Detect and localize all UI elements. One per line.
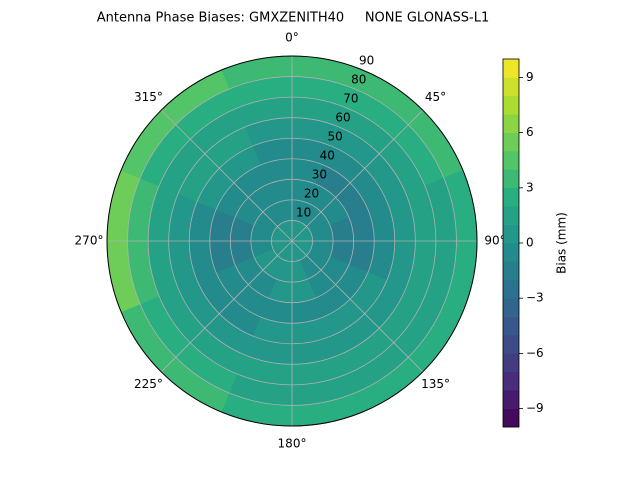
grid-spoke — [160, 240, 293, 373]
colorbar-tick-label: −3 — [526, 291, 544, 305]
colorbar-band — [503, 132, 519, 152]
r-tick-label: 50 — [328, 129, 343, 143]
colorbar-tick-label: 9 — [526, 70, 534, 84]
colorbar-tick-label: 6 — [526, 125, 534, 139]
colorbar-tick-label: 3 — [526, 180, 534, 194]
colorbar-band — [503, 151, 519, 170]
r-tick-label: 80 — [351, 72, 366, 86]
colorbar-label: Bias (mm) — [555, 212, 569, 274]
r-tick-label: 40 — [320, 148, 335, 162]
colorbar-band — [503, 408, 519, 428]
colorbar-band — [503, 243, 519, 262]
colorbar-band — [503, 77, 519, 97]
colorbar-band — [503, 187, 519, 207]
theta-tick-label: 315° — [134, 90, 163, 104]
colorbar-band — [503, 206, 519, 225]
r-tick-label: 30 — [312, 167, 327, 181]
theta-tick-label: 270° — [75, 234, 104, 248]
colorbar-band — [503, 316, 519, 336]
r-tick-label: 20 — [304, 186, 319, 200]
theta-tick-label: 225° — [134, 377, 163, 391]
theta-tick-label: 180° — [278, 437, 307, 451]
colorbar-band — [503, 95, 519, 115]
r-tick-label: 70 — [343, 91, 358, 105]
grid-spoke — [160, 109, 293, 242]
colorbar-band — [503, 279, 519, 299]
theta-tick-label: 135° — [421, 377, 450, 391]
colorbar-tick-label: 0 — [526, 236, 534, 250]
theta-tick-label: 0° — [285, 31, 299, 45]
polar-frame — [106, 55, 478, 427]
colorbar-band — [503, 371, 519, 391]
r-tick-label: 60 — [335, 110, 350, 124]
theta-tick-label: 90° — [484, 234, 505, 248]
colorbar-band — [503, 390, 519, 409]
grid-spoke — [291, 240, 424, 373]
r-tick-label: 10 — [296, 205, 311, 219]
colorbar-band — [503, 353, 519, 373]
colorbar-tick-label: −6 — [526, 346, 544, 360]
colorbar-band — [503, 224, 519, 244]
grid-spoke — [291, 109, 424, 242]
colorbar-band — [503, 261, 519, 281]
colorbar-tick-label: −9 — [526, 401, 544, 415]
theta-tick-label: 45° — [425, 90, 446, 104]
r-tick-label: 90 — [359, 53, 374, 67]
colorbar-band — [503, 59, 519, 78]
colorbar-band — [503, 169, 519, 189]
colorbar-band — [503, 114, 519, 133]
colorbar-band — [503, 298, 519, 317]
colorbar-band — [503, 335, 519, 354]
chart-title: Antenna Phase Biases: GMXZENITH40 NONE G… — [97, 11, 490, 26]
